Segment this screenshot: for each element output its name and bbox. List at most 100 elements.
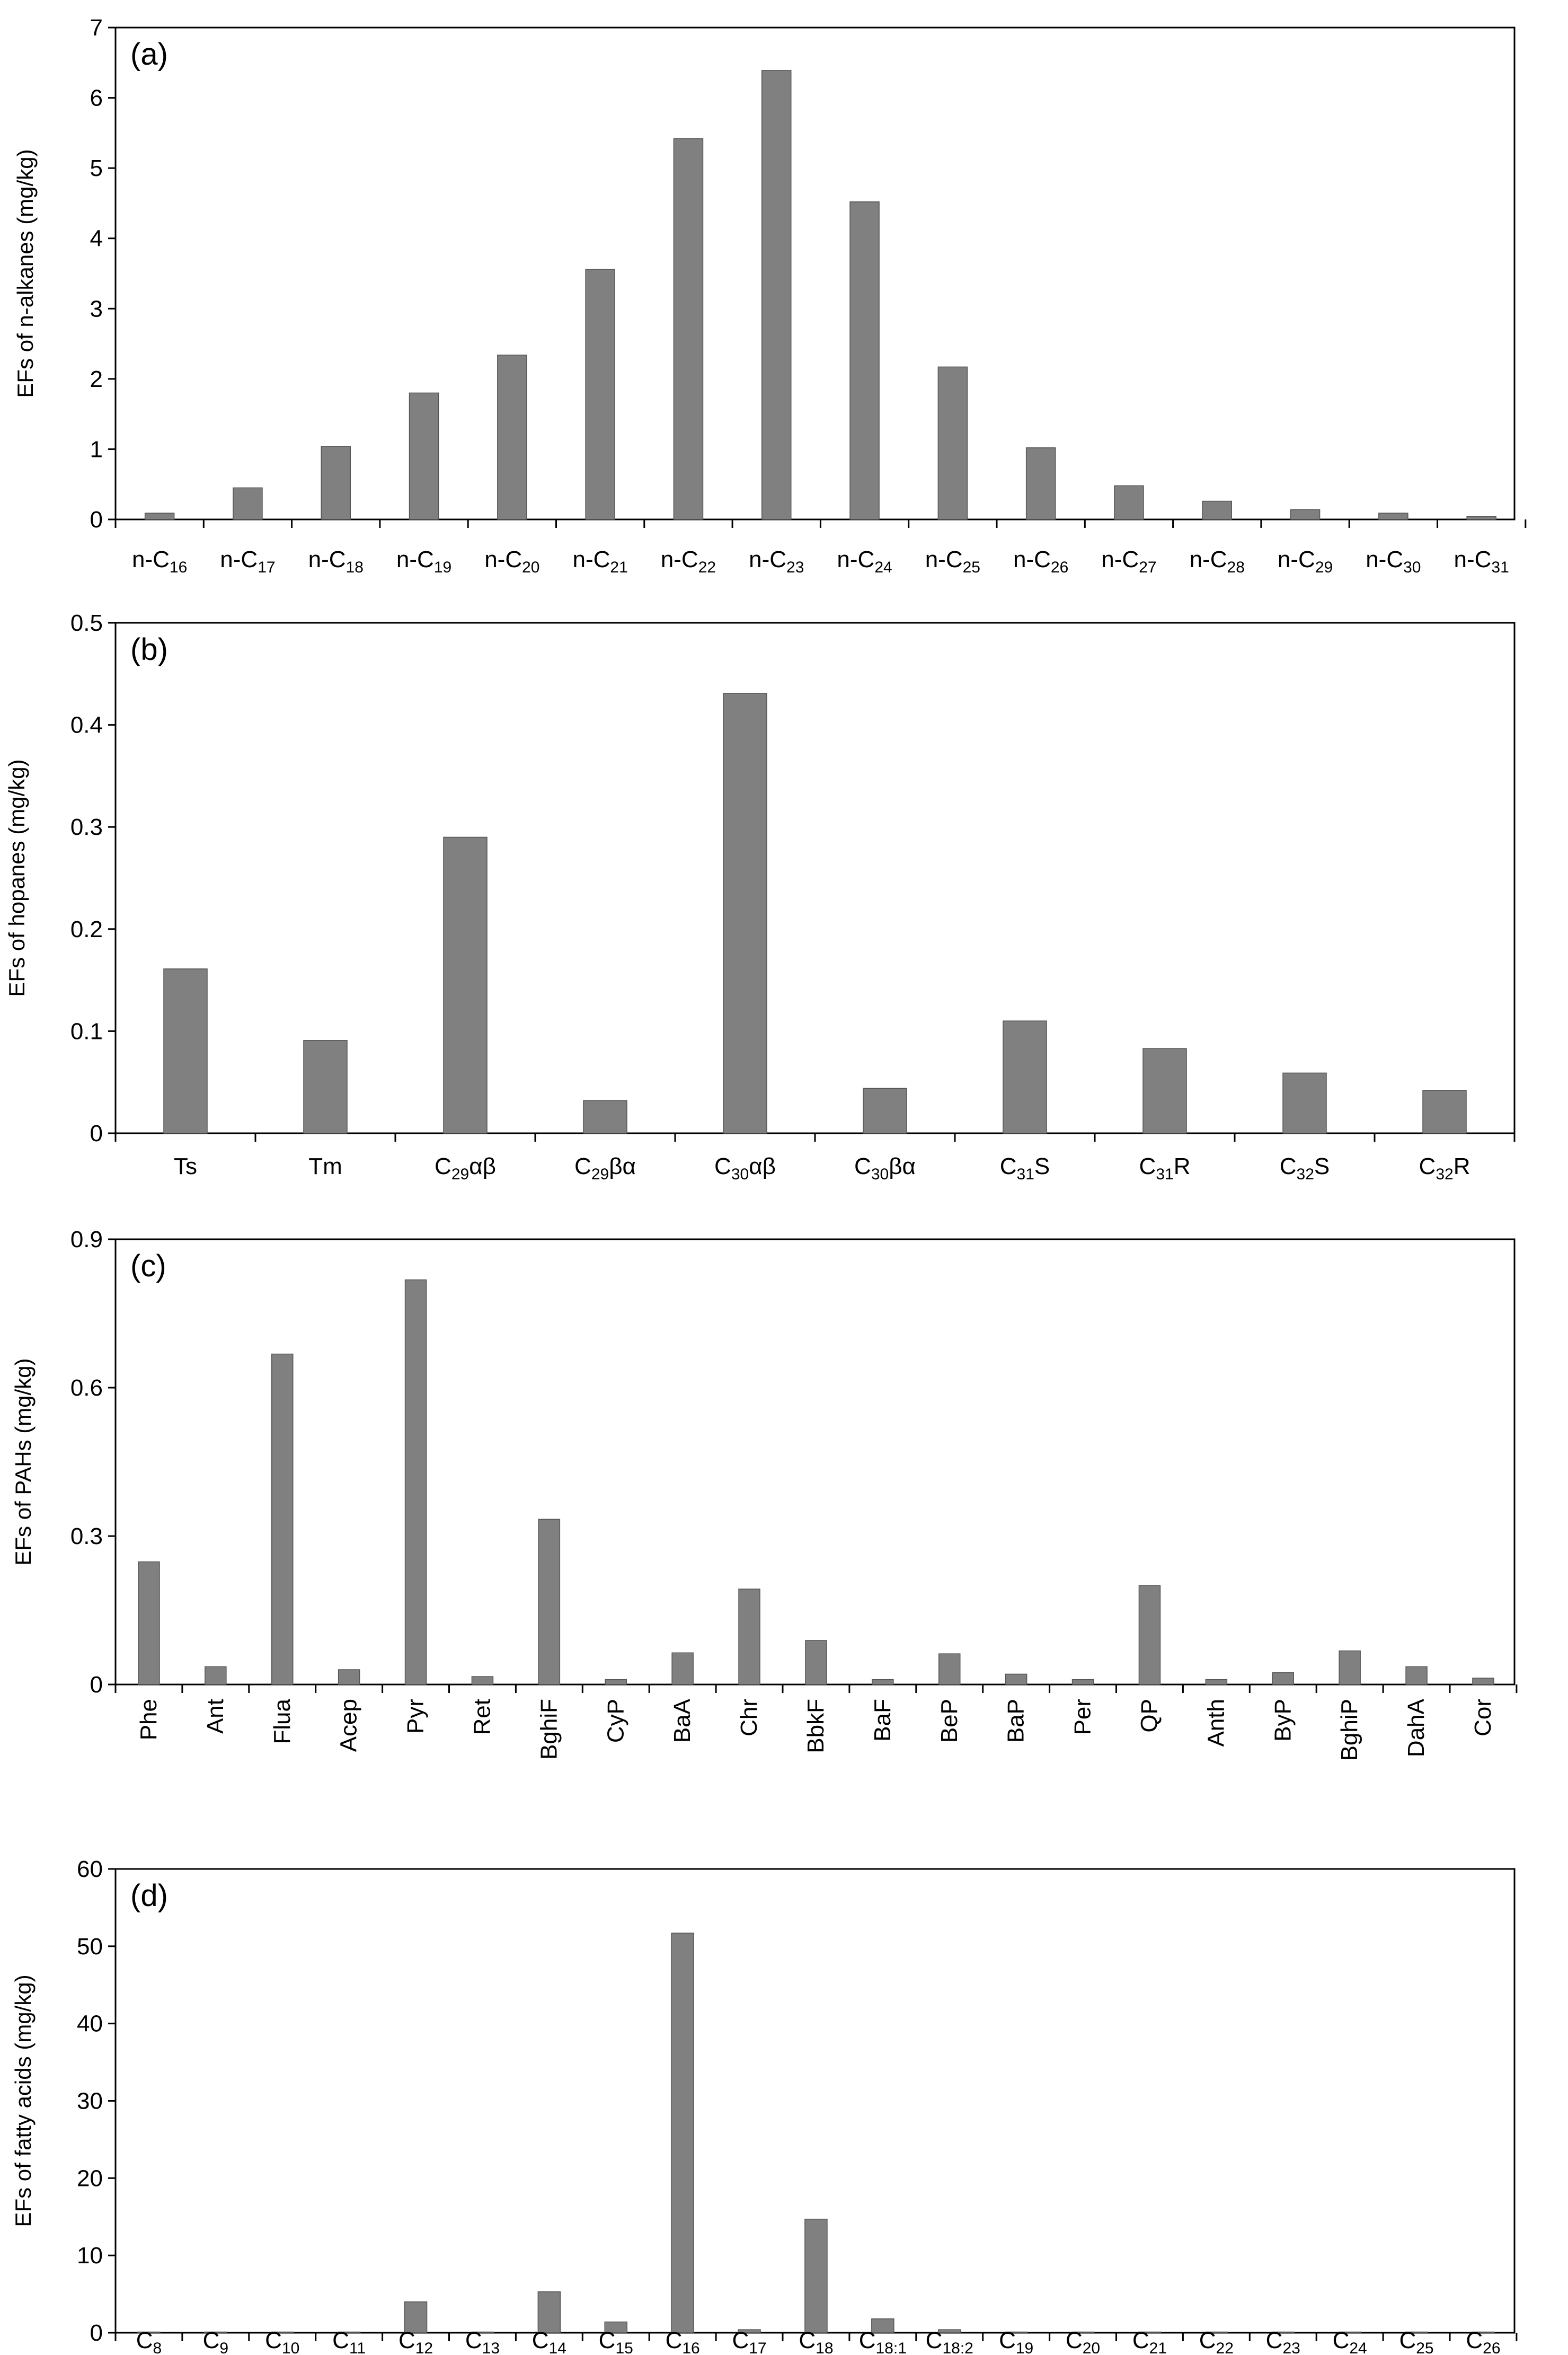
bar (583, 1100, 627, 1134)
x-tick-label-subscript: 19 (434, 559, 451, 576)
bar (1005, 1673, 1027, 1685)
bar (1466, 516, 1496, 520)
x-tick-label-subscript: 16 (682, 2340, 699, 2355)
x-tick-label-base: n-C (837, 546, 874, 572)
x-tick-label-subscript: 10 (282, 2340, 299, 2355)
x-tick-label-subscript: 14 (549, 2340, 566, 2355)
bar (271, 1353, 294, 1685)
bar (471, 1676, 494, 1685)
x-tick-label-base: n-C (484, 546, 522, 572)
bar (1071, 1679, 1094, 1685)
x-tick-label-base: C (854, 1153, 871, 1179)
x-tick-label: C26 (1466, 2327, 1500, 2355)
x-tick-label: Cor (1470, 1699, 1496, 1736)
bar (144, 513, 175, 520)
bar (723, 693, 767, 1134)
bar (1138, 1585, 1161, 1685)
x-tick-label-base: Ant (202, 1699, 228, 1734)
x-tick-label: Tm (308, 1153, 342, 1179)
chart-panel-d: 0 10 20 30 40 50 60 EFs of fatty acids (mg/kg) (… (11, 1856, 1518, 2355)
x-tick-label: n-C25 (925, 546, 980, 576)
x-tick-label-base: Phe (136, 1699, 162, 1740)
x-tick-label-subscript: 22 (698, 559, 716, 576)
x-tick-label: Flua (269, 1698, 295, 1744)
x-tick-label: C13 (465, 2327, 500, 2355)
y-tick-label: 0.9 (70, 1227, 103, 1253)
x-tick-label: C15 (599, 2327, 633, 2355)
x-tick-label-base: n-C (749, 546, 786, 572)
x-tick-label: C32R (1419, 1153, 1470, 1183)
x-tick-label-base: BbkF (803, 1699, 829, 1753)
x-tick-label: n-C24 (837, 546, 892, 576)
x-tick-label: Ts (174, 1153, 197, 1179)
y-axis-title: EFs of n-alkanes (mg/kg) (13, 149, 38, 398)
bar (204, 2331, 227, 2333)
x-tick-label-base: Anth (1203, 1699, 1229, 1747)
bar (849, 201, 880, 520)
x-tick-label-subscript: 32 (1436, 1166, 1453, 1183)
bar (163, 968, 208, 1134)
x-tick-label-base: C (1419, 1153, 1436, 1179)
x-tick-label-subscript: 31 (1156, 1166, 1173, 1183)
x-tick-label-base: BghiF (536, 1699, 562, 1760)
y-tick-label: 1 (90, 436, 103, 462)
x-tick-label-base: C (136, 2327, 153, 2353)
y-tick-label: 20 (77, 2165, 103, 2191)
x-tick-label-base: C (732, 2327, 749, 2353)
x-tick-label-subscript: 26 (1051, 559, 1068, 576)
x-tick-label: n-C29 (1278, 546, 1333, 576)
y-tick-label: 30 (77, 2088, 103, 2114)
x-tick-label: C31S (1000, 1153, 1050, 1183)
bar (538, 1519, 561, 1685)
bar (863, 1088, 907, 1134)
x-tick-label-subscript: 17 (258, 559, 275, 576)
x-tick-label-base: C (532, 2327, 549, 2353)
x-tick-label: C29βα (574, 1153, 636, 1183)
y-tick-label: 4 (90, 226, 103, 252)
x-tick-label: Chr (736, 1699, 762, 1736)
x-tick-label-base: n-C (1190, 546, 1227, 572)
x-tick-label: C19 (999, 2327, 1033, 2355)
x-tick-label-base: Flua (269, 1698, 295, 1744)
x-tick-label-subscript: 29 (591, 1166, 609, 1183)
y-tick-label: 0.1 (70, 1018, 103, 1044)
bar (1202, 500, 1232, 520)
x-tick-label-base: n-C (396, 546, 434, 572)
x-tick-label: n-C22 (661, 546, 716, 576)
x-tick-label-base: C (1132, 2327, 1149, 2353)
x-tick-label: CyP (603, 1699, 628, 1743)
x-tick-label-subscript: 16 (170, 559, 187, 576)
y-tick-label: 0 (90, 2320, 103, 2346)
bar (872, 1679, 894, 1685)
x-tick-label-base: C (1466, 2327, 1483, 2353)
x-tick-label-base: n-C (1013, 546, 1051, 572)
x-tick-label-subscript: 18 (346, 559, 364, 576)
x-tick-label-base: C (1066, 2327, 1083, 2353)
x-tick-label-base: C (1333, 2327, 1350, 2353)
x-tick-label-base: n-C (1366, 546, 1403, 572)
y-tick-label: 0 (90, 507, 103, 533)
x-tick-label-subscript: 11 (349, 2340, 366, 2355)
bar (871, 2318, 894, 2333)
x-tick-label-base: C (666, 2327, 683, 2353)
x-tick-label-base: ByP (1270, 1699, 1296, 1742)
bar (138, 1561, 160, 1685)
x-tick-label-subscript: 15 (615, 2340, 633, 2355)
x-tick-label-base: C (926, 2327, 943, 2353)
bar (1405, 1666, 1428, 1685)
x-tick-label-base: C (859, 2327, 876, 2353)
bar (937, 366, 968, 520)
x-tick-label: n-C27 (1101, 546, 1156, 576)
bar (1071, 2331, 1095, 2333)
x-tick-label: C8 (136, 2327, 162, 2355)
x-tick-label-subscript: 23 (1282, 2340, 1300, 2355)
x-tick-label: C11 (332, 2327, 366, 2355)
x-tick-label-base: C (465, 2327, 482, 2353)
y-tick-label: 0.5 (70, 610, 103, 636)
x-tick-label-base: C (799, 2327, 816, 2353)
x-tick-label: C12 (398, 2327, 433, 2355)
y-tick-label: 5 (90, 155, 103, 181)
panel-label: (c) (130, 1249, 166, 1283)
bar (1114, 485, 1144, 520)
